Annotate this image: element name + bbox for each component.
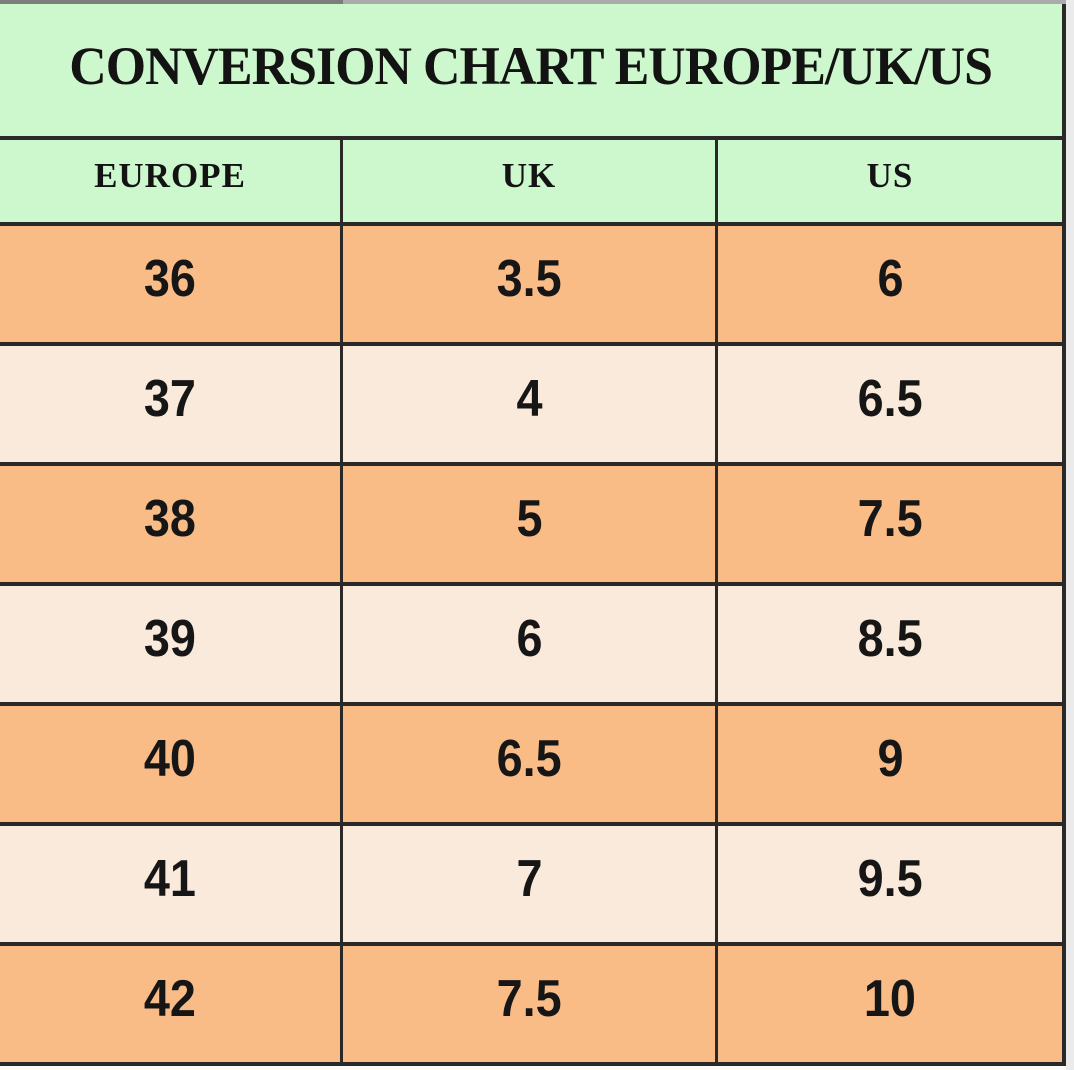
table-row: 37 4 6.5	[0, 342, 1062, 462]
cell-value: 6.5	[857, 370, 923, 428]
cell-us: 6	[715, 226, 1062, 342]
conversion-table: CONVERSION CHART EUROPE/UK/US EUROPE UK …	[0, 4, 1066, 1066]
right-edge-strip	[1066, 0, 1074, 1070]
cell-europe: 42	[0, 946, 340, 1062]
table-row: 36 3.5 6	[0, 222, 1062, 342]
cell-value: 6	[876, 250, 904, 308]
header-cell-us: US	[715, 140, 1062, 222]
cell-value: 9	[876, 730, 904, 788]
cell-uk: 7	[340, 826, 715, 942]
cell-uk: 4	[340, 346, 715, 462]
cell-value: 4	[515, 370, 543, 428]
table-header-row: EUROPE UK US	[0, 136, 1062, 222]
cell-value: 10	[863, 970, 917, 1028]
cell-value: 6.5	[496, 730, 562, 788]
cell-value: 38	[143, 490, 197, 548]
header-cell-uk: UK	[340, 140, 715, 222]
cell-value: 8.5	[857, 610, 923, 668]
table-row: 39 6 8.5	[0, 582, 1062, 702]
table-title-cell: CONVERSION CHART EUROPE/UK/US	[0, 4, 1062, 136]
cell-value: 42	[143, 970, 197, 1028]
cell-value: 3.5	[496, 250, 562, 308]
cell-value: 37	[143, 370, 197, 428]
cell-uk: 6.5	[340, 706, 715, 822]
cell-us: 6.5	[715, 346, 1062, 462]
cell-europe: 41	[0, 826, 340, 942]
header-label-europe: EUROPE	[94, 156, 246, 195]
cell-value: 7.5	[857, 490, 923, 548]
cell-value: 39	[143, 610, 197, 668]
cell-europe: 38	[0, 466, 340, 582]
cell-value: 41	[143, 850, 197, 908]
cell-value: 40	[143, 730, 197, 788]
top-edge-strip	[0, 0, 1074, 4]
cell-us: 7.5	[715, 466, 1062, 582]
cell-uk: 5	[340, 466, 715, 582]
cell-uk: 6	[340, 586, 715, 702]
cell-value: 7	[515, 850, 543, 908]
cell-europe: 39	[0, 586, 340, 702]
cell-us: 9	[715, 706, 1062, 822]
table-row: 38 5 7.5	[0, 462, 1062, 582]
cell-us: 10	[715, 946, 1062, 1062]
cell-uk: 7.5	[340, 946, 715, 1062]
cell-value: 6	[515, 610, 543, 668]
cell-value: 36	[143, 250, 197, 308]
table-title: CONVERSION CHART EUROPE/UK/US	[69, 36, 994, 96]
header-label-uk: UK	[501, 156, 557, 195]
cell-value: 9.5	[857, 850, 923, 908]
cell-us: 8.5	[715, 586, 1062, 702]
table-row: 42 7.5 10	[0, 942, 1062, 1062]
cell-us: 9.5	[715, 826, 1062, 942]
table-title-row: CONVERSION CHART EUROPE/UK/US	[0, 4, 1062, 136]
header-cell-europe: EUROPE	[0, 140, 340, 222]
cell-uk: 3.5	[340, 226, 715, 342]
table-row: 40 6.5 9	[0, 702, 1062, 822]
cell-value: 7.5	[496, 970, 562, 1028]
cell-europe: 40	[0, 706, 340, 822]
top-edge-strip-dark-segment	[0, 0, 343, 4]
cell-europe: 37	[0, 346, 340, 462]
cell-value: 5	[515, 490, 543, 548]
table-row: 41 7 9.5	[0, 822, 1062, 942]
header-label-us: US	[866, 156, 914, 195]
cell-europe: 36	[0, 226, 340, 342]
